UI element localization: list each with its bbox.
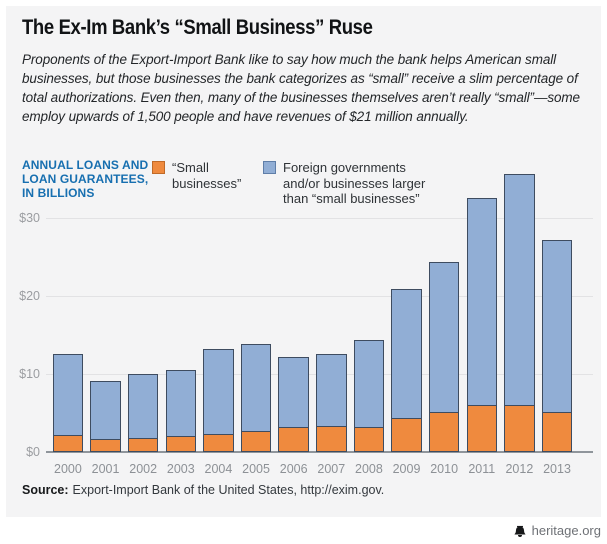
brand-text: heritage.org — [531, 523, 601, 538]
bar-segment-small-businesses — [504, 404, 535, 452]
plot-area: $0 $10 $20 $30 2000 2001 2002 2003 2004 2005 2006 2… — [19, 162, 593, 476]
bar-segment-foreign-governments — [504, 173, 535, 405]
x-tick-label: 2008 — [355, 462, 383, 476]
bar-segment-small-businesses — [240, 431, 272, 452]
x-tick-label: 2003 — [166, 462, 195, 476]
bar-segment-foreign-governments — [391, 288, 422, 418]
bar-segment-foreign-governments — [90, 380, 121, 439]
source-label: Source: — [22, 483, 69, 497]
x-tick-label: 2006 — [279, 462, 308, 476]
x-tick-label: 2009 — [392, 462, 421, 476]
gridline — [46, 296, 593, 298]
x-tick-label: 2013 — [543, 462, 571, 476]
y-tick-label: $10 — [19, 366, 40, 381]
x-tick-label: 2012 — [505, 462, 534, 476]
bar-segment-small-businesses — [278, 427, 309, 452]
legend-swatch-foreign-governments — [263, 161, 276, 174]
bar-segment-small-businesses — [391, 417, 422, 452]
bar-segment-small-businesses — [203, 434, 234, 452]
bar-segment-foreign-governments — [278, 357, 309, 428]
bar-segment-small-businesses — [52, 434, 84, 452]
bar-segment-small-businesses — [541, 411, 573, 452]
bar-segment-small-businesses — [353, 427, 385, 452]
bar-segment-small-businesses — [127, 438, 159, 452]
bar-segment-small-businesses — [165, 436, 197, 452]
legend-swatch-small-businesses — [152, 161, 165, 174]
x-tick-label: 2004 — [204, 462, 233, 476]
bar-segment-foreign-governments — [428, 261, 460, 413]
legend-item-small-businesses: “Small businesses” — [152, 160, 241, 191]
x-tick-label: 2001 — [91, 462, 120, 476]
bar-segment-foreign-governments — [165, 370, 197, 437]
bar-segment-foreign-governments — [541, 239, 573, 412]
page-subtitle: Proponents of the Export-Import Bank lik… — [22, 52, 580, 124]
bar-segment-foreign-governments — [466, 197, 498, 406]
x-tick-label: 2011 — [468, 462, 496, 476]
legend-item-foreign-governments: Foreign governments and/or businesses la… — [263, 160, 425, 207]
source-note: Source: Export-Import Bank of the United … — [22, 483, 384, 497]
chart-panel: The Ex-Im Bank’s “Small Business” Ruse P… — [6, 6, 601, 517]
bar-segment-foreign-governments — [353, 340, 385, 428]
y-tick-label: $20 — [19, 289, 40, 304]
legend-label-foreign-governments: Foreign governments and/or businesses la… — [283, 160, 426, 206]
brand: heritage.org — [513, 523, 601, 538]
bar-segment-foreign-governments — [203, 348, 234, 435]
x-tick-label: 2007 — [317, 462, 346, 476]
bar-segment-small-businesses — [428, 412, 460, 452]
y-tick-label: $30 — [19, 211, 40, 226]
bar-segment-foreign-governments — [52, 354, 84, 435]
bar-segment-small-businesses — [316, 425, 347, 452]
bar-segment-foreign-governments — [127, 373, 159, 439]
x-tick-label: 2010 — [430, 462, 459, 476]
bar-segment-small-businesses — [466, 405, 498, 452]
x-tick-label: 2002 — [129, 462, 158, 476]
legend-label-small-businesses: “Small businesses” — [172, 160, 242, 191]
source-text: Export-Import Bank of the United States,… — [72, 483, 385, 497]
liberty-bell-icon — [514, 525, 526, 537]
x-tick-label: 2000 — [54, 462, 82, 476]
y-axis-caption: ANNUAL LOANS AND LOAN GUARANTEES, IN BIL… — [22, 158, 149, 200]
bar-segment-foreign-governments — [316, 354, 347, 426]
bar-segment-foreign-governments — [240, 344, 272, 432]
bar-segment-small-businesses — [90, 438, 121, 452]
y-tick-label: $0 — [26, 444, 40, 459]
gridline — [46, 218, 593, 220]
footer-bar: heritage.org — [6, 517, 601, 544]
x-axis-baseline — [46, 451, 593, 453]
x-tick-label: 2005 — [242, 462, 270, 476]
page-title: The Ex-Im Bank’s “Small Business” Ruse — [22, 16, 373, 39]
